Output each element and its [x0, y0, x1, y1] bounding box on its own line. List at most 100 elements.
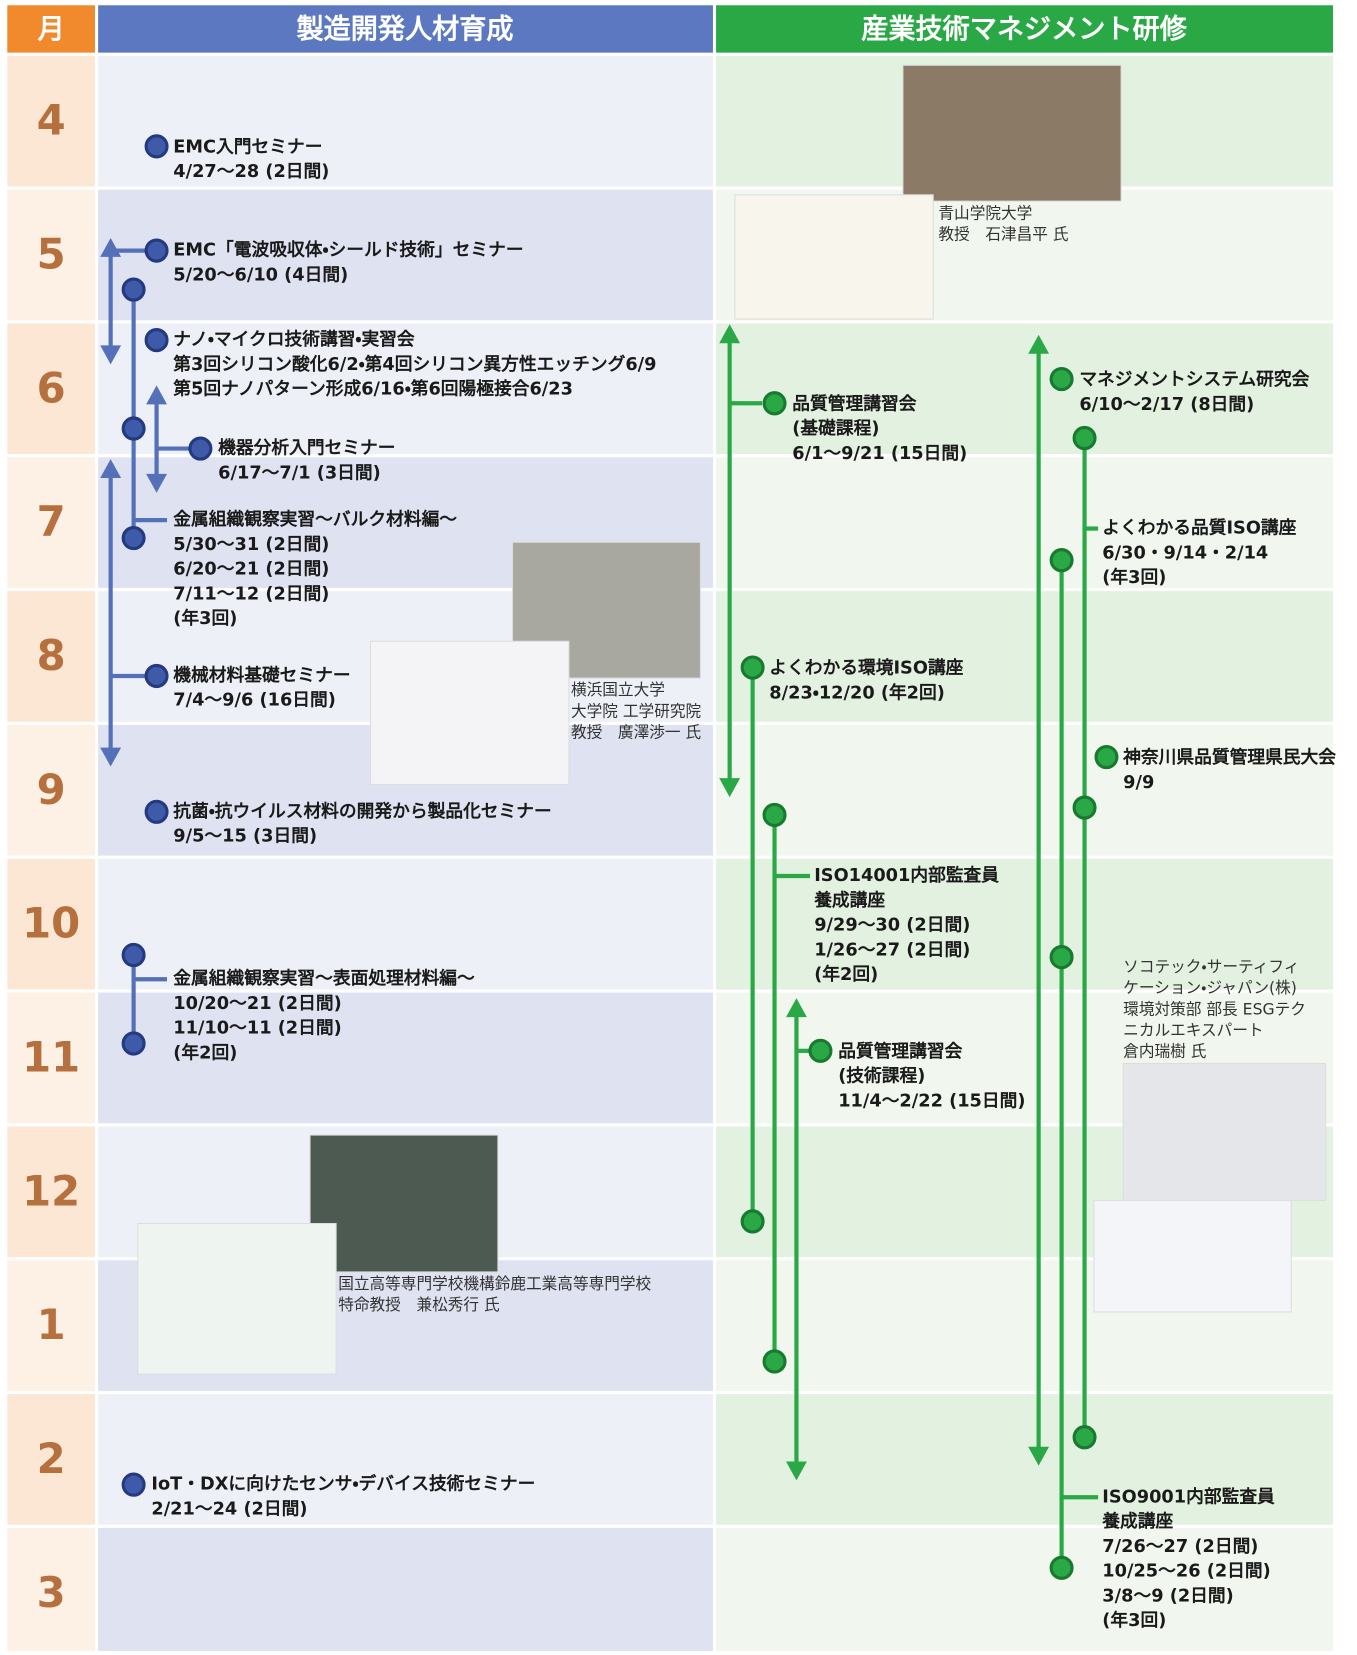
month-cell [7, 323, 95, 455]
event-text: 9/29～30 (2日間) [814, 914, 970, 935]
event-text: 10/25～26 (2日間) [1102, 1560, 1270, 1581]
event-text: 11/4～2/22 (15日間) [838, 1090, 1025, 1111]
dot [808, 1038, 833, 1063]
caption: 教授 廣澤渉一 氏 [571, 722, 701, 741]
caption: ニカルエキスパート [1123, 1020, 1263, 1039]
photo [137, 1222, 337, 1375]
right-row [716, 591, 1333, 722]
arrow-head [1028, 334, 1050, 354]
left-row [98, 1527, 713, 1655]
month-label: 4 [37, 96, 66, 145]
right-row [716, 457, 1333, 588]
event-text: (年2回) [173, 1041, 237, 1063]
photo [309, 1134, 499, 1273]
dot [121, 277, 146, 302]
month-cell [7, 189, 95, 321]
event-text: 10/20～21 (2日間) [173, 993, 341, 1014]
dot [740, 1209, 765, 1234]
month-label: 7 [37, 497, 66, 546]
left-row [98, 858, 713, 990]
caption: 教授 石津昌平 氏 [938, 224, 1068, 243]
event-text: 1/26～27 (2日間) [814, 939, 970, 960]
dot [121, 1472, 146, 1497]
event-text: 3/8～9 (2日間) [1102, 1585, 1233, 1606]
dot [121, 1031, 146, 1056]
right-row [716, 323, 1333, 455]
right-row [716, 1527, 1333, 1655]
month-label: 3 [37, 1568, 66, 1617]
event-text: 9/5～15 (3日間) [173, 826, 317, 847]
event-text: 7/26～27 (2日間) [1102, 1536, 1258, 1557]
event-text: 金属組織観察実習～表面処理材料編～ [173, 967, 475, 989]
month-label: 12 [22, 1166, 80, 1215]
left-header-bg [98, 5, 713, 53]
arrow-head [786, 1461, 807, 1481]
dot [1049, 548, 1074, 573]
event-text: 4/27～28 (2日間) [173, 161, 329, 182]
event-text: 養成講座 [1101, 1510, 1173, 1532]
arrow-head [146, 385, 168, 405]
event-text: よくわかる品質ISO講座 [1102, 517, 1296, 539]
month-cell [7, 457, 95, 588]
photo [1093, 1199, 1292, 1313]
dot [188, 436, 213, 461]
event-text: 7/11～12 (2日間) [173, 583, 329, 604]
caption: 倉内瑞樹 氏 [1123, 1041, 1207, 1060]
month-header: 月 [37, 14, 65, 45]
event-text: (年2回) [814, 963, 878, 985]
caption: 特命教授 兼松秀行 氏 [338, 1295, 500, 1314]
month-label: 9 [37, 765, 66, 814]
caption: 青山学院大学 [938, 203, 1032, 222]
photo [902, 64, 1122, 202]
month-cell [7, 992, 95, 1124]
event-text: ISO14001内部監査員 [814, 864, 999, 886]
right-header-bg [716, 5, 1333, 53]
left-row [98, 992, 713, 1124]
dot [144, 327, 169, 353]
dot [762, 391, 787, 416]
event-text: EMC「電波吸収体・シールド技術」セミナー [173, 239, 523, 261]
month-label: 8 [37, 631, 66, 680]
dot [1049, 945, 1074, 970]
event-text: 第3回シリコン酸化6/2・第4回シリコン異方性エッチング6/9 [173, 353, 656, 375]
arrow-head [719, 324, 741, 344]
month-cell [7, 55, 95, 187]
photo [1122, 1062, 1327, 1201]
dot [121, 942, 146, 968]
event-text: (年3回) [1102, 566, 1166, 588]
event-text: 9/9 [1123, 772, 1154, 793]
event-text: 6/17～7/1 (3日間) [218, 462, 381, 483]
event-text: 品質管理講習会 [792, 392, 916, 414]
caption: 環境対策部 部長 ESGテク [1123, 999, 1306, 1018]
arrow-head [146, 473, 168, 493]
event-text: 8/23・12/20 (年2回) [769, 681, 945, 703]
photo [370, 640, 570, 785]
dot [740, 655, 765, 680]
event-text: 金属組織観察実習～バルク材料編～ [173, 508, 457, 530]
dot [1049, 1555, 1074, 1580]
month-header-bg [7, 5, 95, 53]
month-label: 5 [37, 229, 66, 278]
event-text: 品質管理講習会 [838, 1040, 962, 1062]
event-text: (基礎課程) [792, 417, 879, 439]
event-text: 6/20～21 (2日間) [173, 559, 329, 580]
event-text: 機械材料基礎セミナー [173, 664, 350, 686]
left-header: 製造開発人材育成 [296, 14, 513, 45]
dot [121, 416, 146, 441]
dot [144, 663, 169, 689]
left-row [98, 189, 713, 321]
month-label: 1 [37, 1300, 66, 1349]
dot [1072, 1425, 1097, 1450]
month-label: 10 [22, 899, 80, 948]
month-cell [7, 724, 95, 856]
arrow-head [719, 778, 741, 798]
event-text: 抗菌・抗ウイルス材料の開発から製品化セミナー [173, 800, 551, 822]
month-label: 11 [22, 1032, 80, 1081]
event-text: IoT・DXに向けたセンサ・デバイス技術セミナー [151, 1473, 535, 1495]
month-label: 2 [37, 1434, 66, 1483]
arrow-head [100, 747, 122, 767]
event-text: 11/10～11 (2日間) [173, 1018, 341, 1039]
event-text: 養成講座 [813, 889, 885, 911]
arrow-head [100, 459, 122, 479]
